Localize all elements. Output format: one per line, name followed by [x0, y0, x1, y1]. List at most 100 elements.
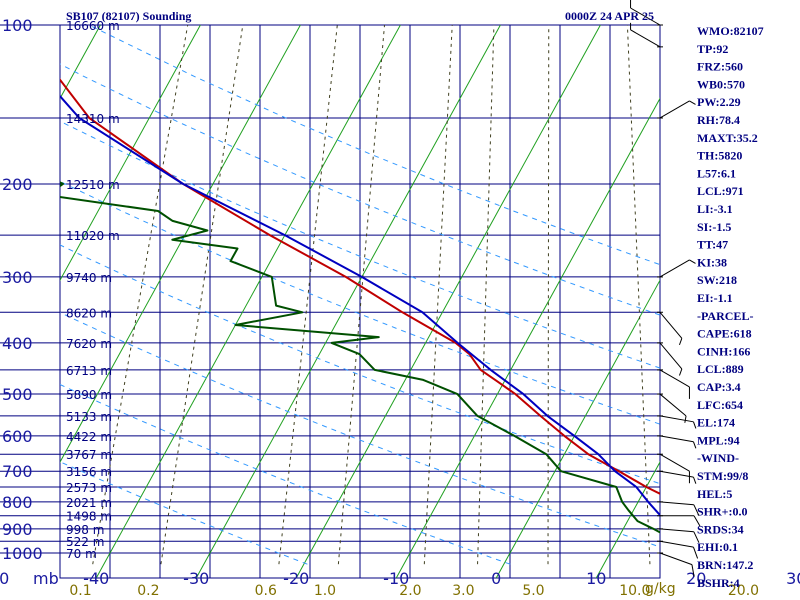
index-value: BSHR:4	[697, 576, 740, 590]
isotherm-line	[195, 552, 211, 578]
index-value: EI:-1.1	[697, 291, 733, 305]
mixing-ratio-line	[626, 25, 651, 565]
isotherm-line	[60, 25, 301, 464]
mixing-ratio-unit-label: g/kg	[645, 581, 676, 597]
isotherm-line	[209, 25, 501, 554]
wind-barb	[657, 470, 697, 484]
mixing-ratio-label: 0.2	[137, 583, 159, 599]
temperature-tick-label: -50	[0, 569, 9, 588]
height-label: 4422 m	[66, 430, 112, 444]
height-label: 14310 m	[66, 112, 120, 126]
pressure-tick-label: 100	[2, 16, 33, 35]
index-value: WB0:570	[697, 77, 745, 91]
dry-adiabat	[88, 25, 660, 266]
wind-barbs	[630, 0, 701, 577]
pressure-tick-label: 900	[2, 520, 33, 539]
height-label: 8620 m	[66, 306, 112, 320]
isotherm-line	[295, 552, 311, 578]
mixing-ratio-label: 0.1	[69, 583, 91, 599]
height-label: 998 m	[66, 523, 104, 537]
mixing-ratio-line	[547, 25, 550, 565]
index-value: MAXT:35.2	[697, 131, 758, 145]
index-value: -PARCEL-	[697, 309, 753, 323]
grid	[0, 24, 661, 579]
height-label: 16660 m	[66, 19, 120, 33]
chart-title: SB107 (82107) Sounding	[66, 9, 191, 23]
temperature-tick-label: 20	[686, 569, 706, 588]
height-label: 7620 m	[66, 337, 112, 351]
index-value: HEL:5	[697, 487, 732, 501]
isotherm-line	[395, 552, 411, 578]
temperature-profile-line	[60, 78, 660, 495]
wind-barb	[630, 22, 663, 48]
pressure-tick-label: 800	[2, 493, 33, 512]
dry-adiabat	[60, 63, 660, 316]
mixing-ratio-label: 0.6	[255, 583, 277, 599]
isotherm-line	[109, 25, 401, 554]
height-label: 6713 m	[66, 364, 112, 378]
isotherm-line	[409, 97, 660, 554]
index-value: CINH:166	[697, 344, 750, 358]
chart-time: 0000Z 24 APR 25	[565, 9, 654, 23]
wind-barb	[657, 453, 690, 484]
mixing-ratio-line	[278, 25, 338, 565]
index-value: SI:-1.5	[697, 220, 731, 234]
index-value: FRZ:560	[697, 60, 743, 74]
height-label: 3156 m	[66, 465, 112, 479]
isotherm-line	[509, 279, 660, 554]
dry-adiabat	[60, 461, 308, 565]
pressure-tick-label: 1000	[2, 544, 43, 563]
height-label: 3767 m	[66, 448, 112, 462]
wind-barb	[657, 528, 700, 543]
isotherm-line	[595, 552, 611, 578]
height-label: 2573 m	[66, 481, 112, 495]
pressure-tick-label: 400	[2, 334, 33, 353]
mixing-ratio-label: 10.0	[619, 583, 650, 599]
index-value: TH:5820	[697, 149, 742, 163]
height-label: 9740 m	[66, 271, 112, 285]
isotherm-line	[95, 552, 111, 578]
wind-barb	[657, 259, 696, 278]
index-value: RH:78.4	[697, 113, 740, 127]
index-value: EHI:0.1	[697, 540, 738, 554]
wind-barb	[657, 369, 690, 399]
isotherm-line	[60, 25, 201, 282]
pressure-tick-label: 600	[2, 427, 33, 446]
wind-barb	[657, 540, 699, 559]
temperature-tick-label: 10	[586, 569, 606, 588]
index-value: KI:38	[697, 255, 727, 269]
temperature-tick-label: -40	[83, 569, 109, 588]
height-label: 12510 m	[66, 178, 120, 192]
index-value: MPL:94	[697, 433, 740, 447]
isotherm-line	[609, 461, 660, 554]
index-value: PW:2.29	[697, 95, 741, 109]
pressure-tick-label: 200	[2, 175, 33, 194]
wind-barb	[657, 415, 697, 429]
height-label: 5890 m	[66, 388, 112, 402]
index-value: CAPE:618	[697, 327, 752, 341]
height-label: 70 m	[66, 547, 97, 561]
temperature-tick-label: -10	[383, 569, 409, 588]
wind-barb	[657, 393, 687, 423]
mixing-ratio-label: 3.0	[452, 583, 474, 599]
isotherm-line	[309, 25, 601, 554]
temperature-tick-label: 30	[786, 569, 800, 588]
mixing-ratio-line	[160, 25, 244, 565]
index-value: SRDS:34	[697, 522, 744, 536]
index-value: SHR+:0.0	[697, 505, 748, 519]
height-label: 5133 m	[66, 410, 112, 424]
temperature-tick-label: -20	[283, 569, 309, 588]
data-lines	[60, 78, 660, 534]
index-value: LCL:889	[697, 362, 744, 376]
wind-barb	[630, 0, 663, 26]
temperature-tick-label: 0	[491, 569, 501, 588]
index-value: LI:-3.1	[697, 202, 733, 216]
wind-barb	[657, 311, 683, 346]
index-value: CAP:3.4	[697, 380, 741, 394]
index-value: BRN:147.2	[697, 558, 753, 572]
mixing-ratio-label: 5.0	[522, 583, 544, 599]
height-label: 2021 m	[66, 496, 112, 510]
index-value: WMO:82107	[697, 24, 764, 38]
index-value: SW:218	[697, 273, 737, 287]
pressure-unit-label: mb	[33, 569, 59, 588]
